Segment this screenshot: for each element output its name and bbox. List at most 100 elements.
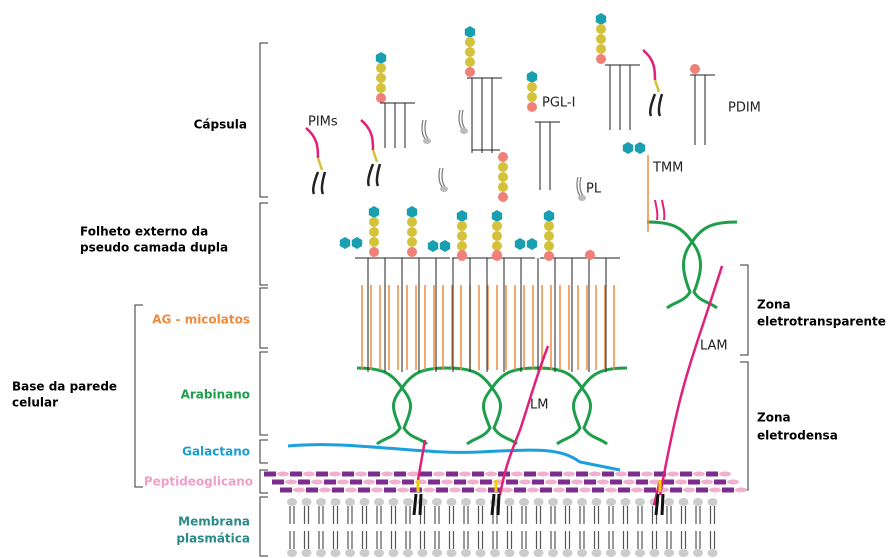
peptidoglycan-unit <box>527 488 539 493</box>
peptidoglycan-unit <box>472 472 484 477</box>
lipid-head <box>461 498 471 506</box>
lipid-head <box>287 549 297 557</box>
bracket <box>260 203 268 285</box>
pim <box>643 50 655 80</box>
peptidoglycan-unit <box>571 480 583 485</box>
lipid-head <box>548 549 558 557</box>
peptidoglycan-unit <box>519 480 531 485</box>
peptidoglycan-unit <box>706 472 718 477</box>
lipid-head <box>606 549 616 557</box>
pl <box>577 177 584 197</box>
peptidoglycan-unit <box>631 488 643 493</box>
sugar <box>369 217 379 227</box>
sugar <box>544 221 554 231</box>
lipid-head <box>476 549 486 557</box>
peptidoglycan-unit <box>446 472 458 477</box>
sugar <box>428 240 438 252</box>
peptidoglycan-unit <box>342 472 354 477</box>
lipid-head <box>664 549 674 557</box>
peptidoglycan-unit <box>719 472 731 477</box>
peptidoglycan-unit <box>670 488 682 493</box>
sugar <box>492 241 502 251</box>
cell-wall-diagram: Cápsula Folheto externo da pseudo camada… <box>0 0 895 558</box>
peptidoglycan-unit <box>584 480 596 485</box>
lipid-head <box>708 549 718 557</box>
label-capsula: Cápsula <box>194 118 247 132</box>
peptidoglycan-unit <box>501 488 513 493</box>
pl-head <box>423 138 431 144</box>
peptidoglycan-unit <box>264 472 276 477</box>
peptidoglycan-unit <box>397 488 409 493</box>
sugar <box>407 247 417 257</box>
sugar <box>585 250 595 260</box>
lipid-head <box>548 498 558 506</box>
sugar <box>544 251 554 261</box>
arabinan <box>447 368 537 388</box>
peptidoglycan-unit <box>563 472 575 477</box>
label-membrana: Membrana <box>178 515 250 529</box>
pl <box>439 168 446 188</box>
peptidoglycan-unit <box>441 480 453 485</box>
lipid-head <box>563 549 573 557</box>
sugar <box>465 57 475 67</box>
peptidoglycan-unit <box>680 472 692 477</box>
lipid-head <box>577 498 587 506</box>
sugar <box>623 142 633 154</box>
pim <box>306 128 318 158</box>
pl-head <box>460 128 468 134</box>
pl <box>459 110 466 130</box>
sugar <box>544 210 554 222</box>
arabinan <box>647 222 737 242</box>
sugar <box>340 237 350 249</box>
lipid-head <box>563 498 573 506</box>
lipid-head <box>447 498 457 506</box>
peptidoglycan-unit <box>579 488 591 493</box>
anchor <box>492 494 494 515</box>
peptidoglycan-unit <box>290 472 302 477</box>
sugar <box>457 241 467 251</box>
peptidoglycan-unit <box>420 472 432 477</box>
pl-head <box>440 186 448 192</box>
peptidoglycan-unit <box>644 488 656 493</box>
sugar <box>369 206 379 218</box>
label-galactano: Galactano <box>182 445 250 459</box>
sugar <box>369 247 379 257</box>
peptidoglycan-unit <box>602 472 614 477</box>
sugar <box>465 37 475 47</box>
peptidoglycan-unit <box>628 472 640 477</box>
peptidoglycan-unit <box>363 480 375 485</box>
lipid-head <box>432 498 442 506</box>
label-peptideoglicano: Peptideoglicano <box>144 475 253 489</box>
sugar <box>492 221 502 231</box>
peptidoglycan-unit <box>597 480 609 485</box>
peptidoglycan-unit <box>407 472 419 477</box>
peptidoglycan-unit <box>324 480 336 485</box>
peptidoglycan-unit <box>709 488 721 493</box>
sugar <box>492 231 502 241</box>
lipid-head <box>592 498 602 506</box>
peptidoglycan-unit <box>371 488 383 493</box>
molecule-label: PL <box>586 182 602 197</box>
sugar <box>527 71 537 83</box>
sugar <box>376 63 386 73</box>
label-ag: AG - micolatos <box>152 313 250 327</box>
pim-tail <box>650 94 662 116</box>
peptidoglycan-unit <box>506 480 518 485</box>
peptidoglycan-unit <box>576 472 588 477</box>
peptidoglycan-unit <box>558 480 570 485</box>
bracket <box>740 265 748 355</box>
sugar <box>527 82 537 92</box>
pim-tail <box>368 164 380 186</box>
sugar <box>498 182 508 192</box>
sugar <box>407 237 417 247</box>
bracket <box>260 352 268 435</box>
peptidoglycan-unit <box>293 488 305 493</box>
arabinan <box>467 388 492 444</box>
lipid-head <box>679 498 689 506</box>
sugar <box>527 92 537 102</box>
sugar <box>369 237 379 247</box>
lipid-head <box>534 549 544 557</box>
lipid-head <box>606 498 616 506</box>
pl-head <box>578 195 586 201</box>
lipid-head <box>577 549 587 557</box>
